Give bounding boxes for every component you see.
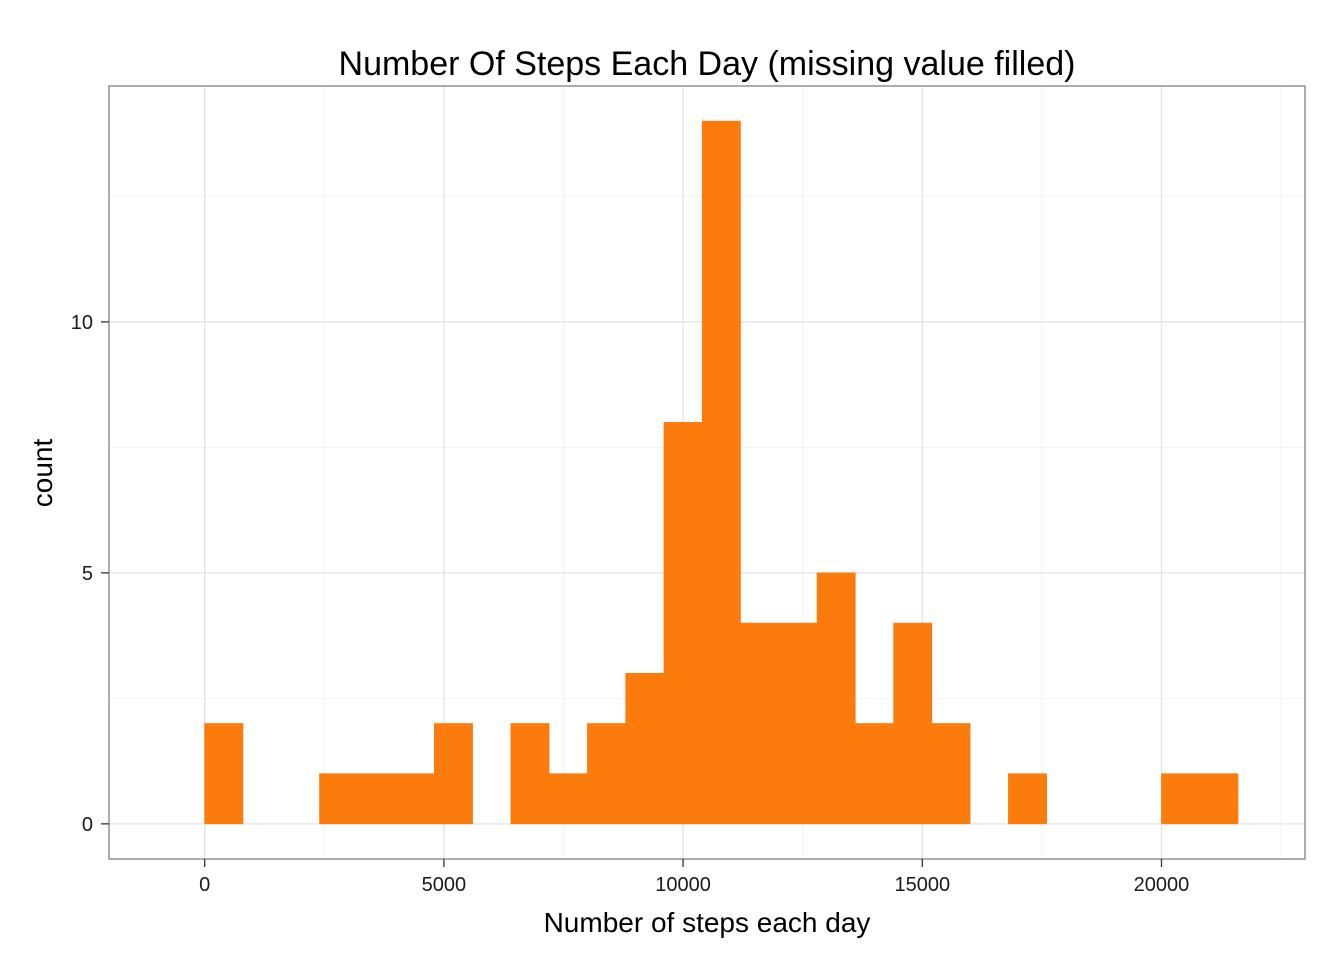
x-axis-title: Number of steps each day (544, 907, 871, 938)
histogram-bar (1161, 773, 1201, 825)
y-tick-label: 5 (82, 563, 93, 585)
histogram-bar (395, 773, 435, 825)
histogram-bar (587, 723, 626, 825)
histogram-bar (893, 622, 933, 825)
x-tick-label: 15000 (894, 874, 950, 896)
histogram-bar (510, 723, 550, 825)
histogram-bar (931, 723, 971, 825)
chart-title: Number Of Steps Each Day (missing value … (339, 45, 1076, 83)
histogram-bar (816, 572, 856, 825)
histogram-bar (357, 773, 397, 825)
histogram-bar (1008, 773, 1047, 825)
x-tick-label: 5000 (422, 874, 467, 896)
y-tick-label: 10 (71, 312, 93, 334)
histogram-bar (663, 422, 703, 825)
histogram-bar (1199, 773, 1239, 825)
y-tick-label: 0 (82, 814, 93, 836)
histogram-bar (778, 622, 818, 825)
histogram-bar (548, 773, 588, 825)
histogram-bar (204, 723, 244, 825)
histogram-bar (625, 672, 665, 825)
x-tick-label: 0 (199, 874, 210, 896)
x-axis-ticks: 0 5000 10000 15000 20000 (199, 859, 1189, 896)
y-axis-ticks: 0 5 10 (71, 312, 109, 836)
histogram-bar (319, 773, 359, 825)
x-tick-label: 10000 (655, 874, 711, 896)
histogram-bar (740, 622, 780, 825)
histogram-bar (701, 120, 741, 825)
y-axis-title: count (27, 439, 58, 508)
histogram-bar (855, 723, 894, 825)
panel-border (108, 85, 1306, 860)
histogram-bars (204, 120, 1239, 825)
x-tick-label: 20000 (1134, 874, 1190, 896)
histogram-bar (434, 723, 473, 825)
